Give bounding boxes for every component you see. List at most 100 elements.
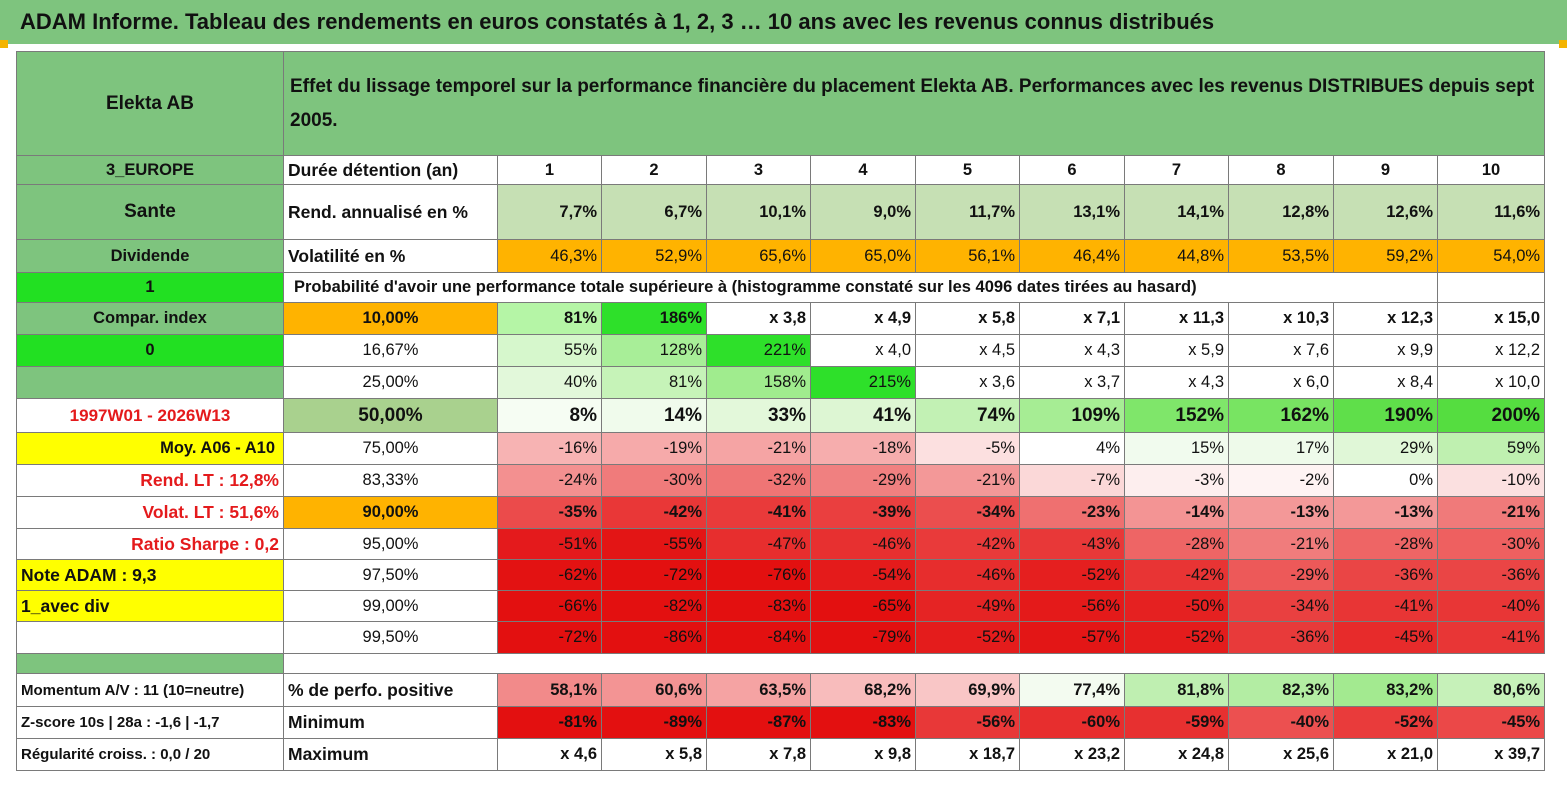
proba-cell: -16% [497,432,602,465]
maximum-row: Régularité croiss. : 0,0 / 20 Maximum x … [16,738,1546,771]
rend-cell: 9,0% [810,184,916,240]
moy-label: Moy. A06 - A10 [16,432,284,465]
pct-positive-cell: 80,6% [1436,673,1546,707]
minimum-row: Z-score 10s | 28a : -1,6 | -1,7 Minimum … [16,706,1546,739]
pct-positive-cell: 81,8% [1124,673,1229,707]
proba-label: 99,00% [283,590,498,622]
header-description: Effet du lissage temporel sur la perform… [282,51,1546,156]
proba-cell: -21% [1228,528,1334,560]
proba-cell: x 4,3 [1019,334,1125,367]
minimum-cell: -81% [497,706,602,739]
pct-positive-cell: 68,2% [810,673,916,707]
rend-cell: 14,1% [1124,184,1229,240]
proba-cell: x 10,3 [1228,302,1334,335]
proba-cell: x 4,5 [915,334,1020,367]
proba-label: 97,50% [283,559,498,591]
proba-cell: x 5,8 [915,302,1020,335]
proba-cell: 200% [1436,398,1546,433]
maximum-cell: x 39,7 [1436,738,1546,771]
proba-label: 50,00% [283,398,498,433]
proba-cell: -10% [1436,464,1546,497]
proba-row: 0 16,67% 55% 128% 221% x 4,0 x 4,5 x 4,3… [16,334,1546,367]
proba-cell: 33% [706,398,811,433]
maximum-cell: x 4,6 [497,738,602,771]
proba-cell: 190% [1333,398,1438,433]
rend-cell: 12,6% [1333,184,1438,240]
proba-cell: 55% [497,334,602,367]
year-cell: 9 [1333,155,1438,185]
proba-cell: x 12,2 [1436,334,1546,367]
proba-row: 1997W01 - 2026W13 50,00% 8% 14% 33% 41% … [16,398,1546,433]
rend-cell: 11,6% [1436,184,1546,240]
corner-mark [0,40,8,48]
proba-cell: -49% [915,590,1020,622]
proba-row: 1_avec div 99,00% -66% -82% -83% -65% -4… [16,590,1546,622]
pct-positive-row: Momentum A/V : 11 (10=neutre) % de perfo… [16,673,1546,707]
proba-cell: 74% [915,398,1020,433]
proba-cell: -28% [1333,528,1438,560]
rend-lt-label: Rend. LT : 12,8% [16,464,284,497]
pct-positive-cell: 63,5% [706,673,811,707]
maximum-label: Maximum [283,738,498,771]
rend-cell: 11,7% [915,184,1020,240]
proba-cell: -19% [601,432,707,465]
proba-row: Volat. LT : 51,6% 90,00% -35% -42% -41% … [16,496,1546,529]
proba-cell: x 8,4 [1333,366,1438,399]
maximum-cell: x 18,7 [915,738,1020,771]
year-cell: 7 [1124,155,1229,185]
proba-row: Ratio Sharpe : 0,2 95,00% -51% -55% -47%… [16,528,1546,560]
proba-cell: -52% [915,621,1020,654]
proba-cell: -2% [1228,464,1334,497]
proba-cell: -84% [706,621,811,654]
proba-cell: x 4,9 [810,302,916,335]
proba-cell: -41% [706,496,811,529]
proba-cell: -50% [1124,590,1229,622]
proba-cell: -34% [1228,590,1334,622]
div-label: 1_avec div [16,590,284,622]
proba-cell: -45% [1333,621,1438,654]
minimum-label: Minimum [283,706,498,739]
proba-cell: -76% [706,559,811,591]
proba-cell: -47% [706,528,811,560]
proba-cell: 40% [497,366,602,399]
proba-cell: 215% [810,366,916,399]
maximum-cell: x 25,6 [1228,738,1334,771]
spacer-cell [16,653,284,674]
rend-cell: 10,1% [706,184,811,240]
proba-cell: -51% [497,528,602,560]
proba-cell: -41% [1436,621,1546,654]
maximum-cell: x 23,2 [1019,738,1125,771]
sharpe-label: Ratio Sharpe : 0,2 [16,528,284,560]
rend-label: Rend. annualisé en % [283,184,498,240]
maximum-cell: x 5,8 [601,738,707,771]
pct-positive-cell: 58,1% [497,673,602,707]
volat-cell: 59,2% [1333,239,1438,273]
proba-cell: -57% [1019,621,1125,654]
year-cell: 3 [706,155,811,185]
proba-cell: -66% [497,590,602,622]
proba-cell: -21% [706,432,811,465]
proba-cell: 109% [1019,398,1125,433]
volat-cell: 56,1% [915,239,1020,273]
proba-cell: x 4,0 [810,334,916,367]
proba-cell: -55% [601,528,707,560]
proba-cell: -46% [810,528,916,560]
proba-cell: -52% [1124,621,1229,654]
proba-cell: 8% [497,398,602,433]
proba-cell: 81% [497,302,602,335]
empty-label [16,366,284,399]
period-label: 1997W01 - 2026W13 [16,398,284,433]
proba-cell: -72% [497,621,602,654]
proba-cell: -72% [601,559,707,591]
volat-cell: 46,3% [497,239,602,273]
proba-cell: -56% [1019,590,1125,622]
proba-cell: -79% [810,621,916,654]
proba-cell: -21% [1436,496,1546,529]
volat-row: Dividende Volatilité en % 46,3% 52,9% 65… [16,239,1546,273]
proba-cell: -32% [706,464,811,497]
proba-cell: 4% [1019,432,1125,465]
rend-cell: 13,1% [1019,184,1125,240]
income-label: Dividende [16,239,284,273]
proba-cell: -28% [1124,528,1229,560]
proba-cell: -41% [1333,590,1438,622]
